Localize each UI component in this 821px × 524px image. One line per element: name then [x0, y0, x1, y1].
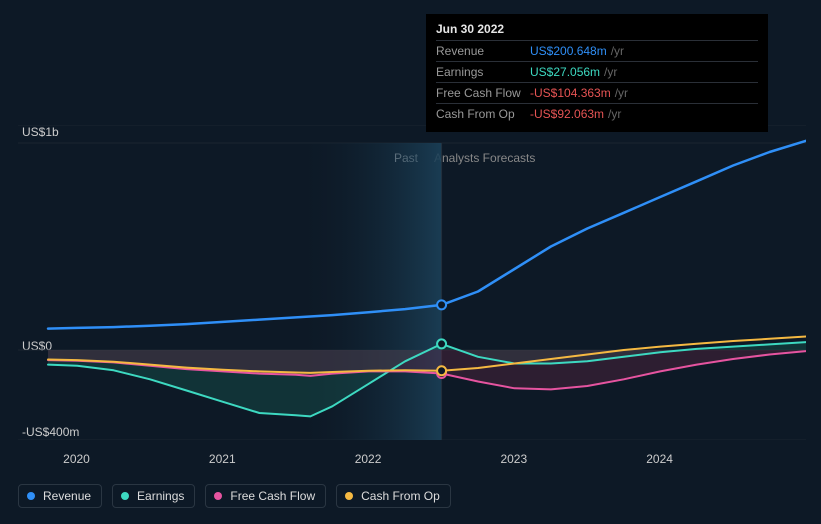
chart-plot-area[interactable]	[18, 125, 806, 440]
tooltip-metric-unit: /yr	[608, 107, 621, 121]
tooltip-row: RevenueUS$200.648m/yr	[436, 40, 758, 61]
legend-label: Free Cash Flow	[230, 489, 315, 503]
tooltip-row: Cash From Op-US$92.063m/yr	[436, 103, 758, 124]
tooltip-metric-unit: /yr	[615, 86, 628, 100]
tooltip-metric-value: US$200.648m	[530, 44, 607, 58]
x-axis-label: 2023	[500, 452, 527, 466]
legend-dot-icon	[345, 492, 353, 500]
tooltip-metric-value: -US$92.063m	[530, 107, 604, 121]
legend-label: Earnings	[137, 489, 184, 503]
x-axis-label: 2022	[355, 452, 382, 466]
tooltip-metric-unit: /yr	[604, 65, 617, 79]
x-axis-label: 2024	[646, 452, 673, 466]
tooltip-metric-label: Cash From Op	[436, 107, 530, 121]
legend-dot-icon	[121, 492, 129, 500]
legend-item-revenue[interactable]: Revenue	[18, 484, 102, 508]
tooltip-row: EarningsUS$27.056m/yr	[436, 61, 758, 82]
tooltip-row: Free Cash Flow-US$104.363m/yr	[436, 82, 758, 103]
tooltip-metric-label: Free Cash Flow	[436, 86, 530, 100]
tooltip-metric-label: Revenue	[436, 44, 530, 58]
x-axis-label: 2020	[63, 452, 90, 466]
legend-dot-icon	[214, 492, 222, 500]
tooltip-metric-label: Earnings	[436, 65, 530, 79]
chart-tooltip: Jun 30 2022 RevenueUS$200.648m/yrEarning…	[426, 14, 768, 132]
tooltip-metric-unit: /yr	[611, 44, 624, 58]
tooltip-date: Jun 30 2022	[436, 22, 758, 40]
chart-legend: Revenue Earnings Free Cash Flow Cash From O…	[18, 484, 451, 508]
tooltip-metric-value: -US$104.363m	[530, 86, 611, 100]
legend-label: Cash From Op	[361, 489, 440, 503]
x-axis-label: 2021	[209, 452, 236, 466]
legend-item-fcf[interactable]: Free Cash Flow	[205, 484, 326, 508]
legend-item-earnings[interactable]: Earnings	[112, 484, 195, 508]
legend-item-cfo[interactable]: Cash From Op	[336, 484, 451, 508]
legend-dot-icon	[27, 492, 35, 500]
tooltip-metric-value: US$27.056m	[530, 65, 600, 79]
legend-label: Revenue	[43, 489, 91, 503]
